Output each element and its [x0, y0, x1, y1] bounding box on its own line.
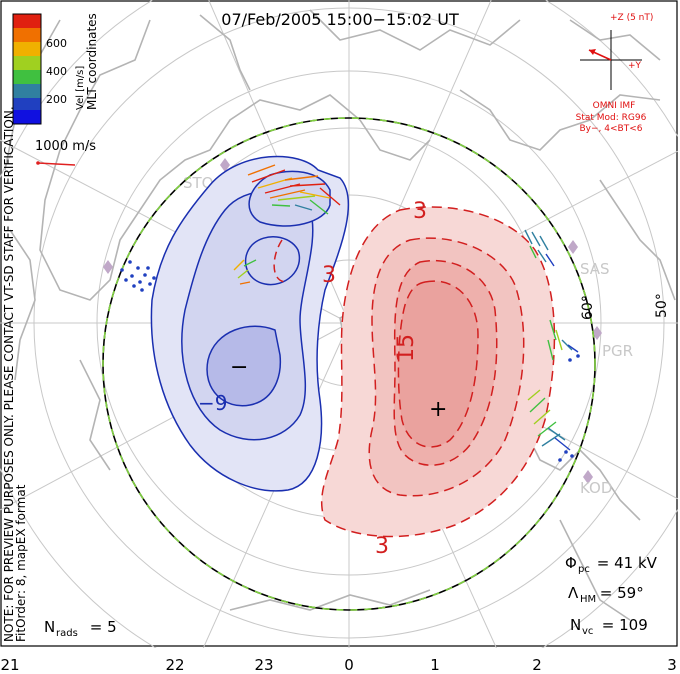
colorbar-segment [13, 42, 41, 56]
svg-text:rads: rads [56, 628, 78, 639]
svg-text:N: N [570, 616, 581, 634]
vectors-dots [120, 260, 580, 462]
colorbar-segment [13, 84, 41, 98]
station-kod-marker [583, 470, 593, 484]
colorbar-segment [13, 98, 41, 110]
preview-note: NOTE: FOR PREVIEW PURPOSES ONLY. PLEASE … [2, 106, 16, 642]
contour-label-neg: −9 [198, 391, 227, 415]
imf-clock [580, 30, 642, 90]
station-sto-marker [220, 158, 230, 172]
vectors-east-cluster [524, 229, 579, 451]
contour-label-3-mid: 3 [322, 263, 336, 288]
coordinate-system-label: MLT coordinates [85, 13, 99, 110]
mlt-tick-3: 3 [667, 656, 677, 674]
mlt-tick-23: 23 [254, 656, 273, 674]
contour-label-3-top: 3 [413, 199, 427, 224]
negative-cell-core [206, 325, 282, 407]
potential-min-marker: − [230, 355, 248, 380]
mlt-tick-0: 0 [344, 656, 354, 674]
imf-y-label: +Y [628, 61, 642, 71]
station-sas-marker [568, 240, 578, 254]
positive-contour-fragment [273, 239, 286, 283]
station-pgr-marker [592, 326, 602, 340]
colorbar-tick-600: 600 [46, 37, 67, 50]
imf-condition-label: By−, 4<BT<6 [580, 124, 643, 134]
radar-stations [103, 158, 602, 484]
mlt-tick-22: 22 [165, 656, 184, 674]
map-title: 07/Feb/2005 15:00−15:02 UT [221, 10, 459, 29]
station-label-pgr: PGR [602, 342, 633, 360]
svg-text:pc: pc [578, 564, 590, 575]
svg-text:vc: vc [582, 626, 593, 637]
scale-vector-label: 1000 m/s [35, 139, 96, 154]
lat-label-60: 60° [580, 295, 596, 320]
scale-vector [37, 162, 76, 166]
colorbar-segment [13, 70, 41, 84]
colorbar-segment [13, 56, 41, 70]
colorbar-segment [13, 28, 41, 42]
mlt-axis: 21 22 23 0 1 2 3 [0, 656, 676, 674]
scale-vector-origin [36, 161, 40, 165]
stat-model-label: Stat Mod: RG96 [576, 113, 647, 123]
colorbar-tick-400: 400 [46, 65, 67, 78]
svg-text:N: N [44, 618, 55, 636]
potential-max-marker: + [429, 397, 447, 422]
velocity-colorbar [12, 13, 42, 125]
colorbar-tick-200: 200 [46, 93, 67, 106]
stat-n-rads: N rads = 5 [44, 618, 117, 639]
velocity-vectors [120, 164, 580, 462]
hm-boundary-dash [102, 117, 596, 611]
mlt-tick-21: 21 [0, 656, 19, 674]
stat-phi-pc: Φ pc = 41 kV [565, 554, 658, 575]
svg-text:= 59°: = 59° [595, 584, 644, 602]
station-label-sas: SAS [580, 260, 610, 278]
colorbar-segment [13, 110, 41, 124]
fit-order-note: FitOrder: 8, mapEX format [14, 484, 28, 642]
positive-cell-core [397, 280, 479, 448]
svg-text:= 5: = 5 [85, 618, 117, 636]
colorbar-segment [13, 14, 41, 28]
svg-text:Λ: Λ [568, 584, 579, 602]
svg-text:= 109: = 109 [597, 616, 648, 634]
contour-label-3-bottom: 3 [375, 534, 389, 559]
svg-text:Φ: Φ [565, 554, 577, 572]
imf-model-label: OMNI IMF [593, 101, 636, 111]
station-label-sto: STO [183, 174, 214, 192]
station-label-kod: KOD [580, 479, 612, 497]
vectors-west-cluster [233, 259, 257, 285]
stat-lambda-hm: Λ HM = 59° [568, 584, 644, 605]
colorbar-label: Vel [m/s] [75, 66, 86, 110]
stat-n-vc: N vc = 109 [570, 616, 648, 637]
contour-label-15: 15 [394, 334, 419, 362]
mlt-tick-2: 2 [532, 656, 542, 674]
svg-text:HM: HM [580, 594, 596, 605]
lat-label-50: 50° [654, 293, 670, 318]
station-marker [103, 260, 113, 274]
vectors-north-cluster [247, 164, 341, 215]
mlt-tick-1: 1 [430, 656, 440, 674]
imf-z-label: +Z (5 nT) [610, 13, 653, 23]
svg-text:= 41 kV: = 41 kV [592, 554, 658, 572]
